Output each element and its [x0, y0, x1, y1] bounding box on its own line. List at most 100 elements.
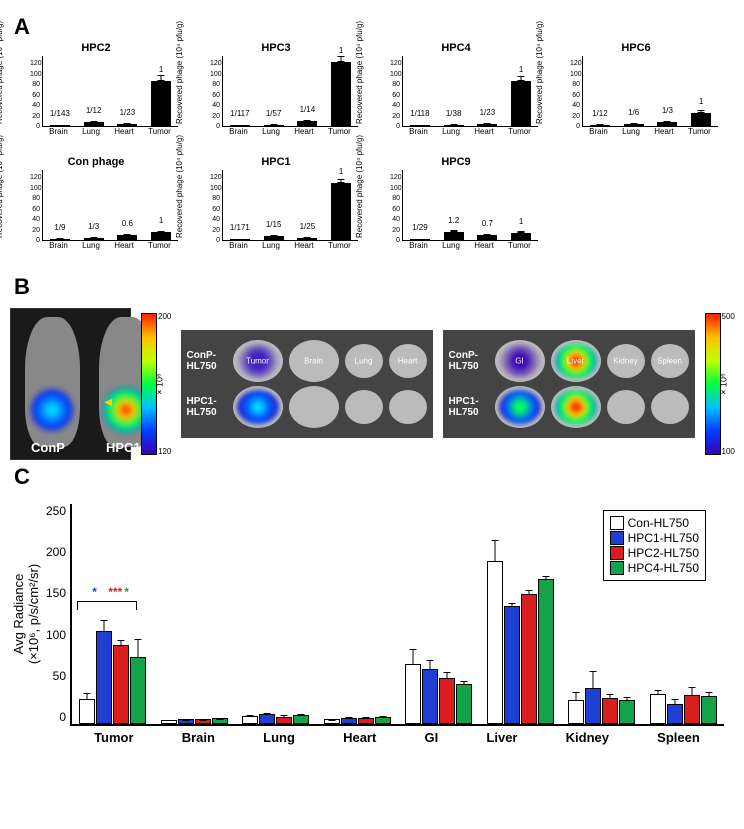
organ — [551, 386, 601, 428]
mini-bar: 1/38 — [444, 125, 464, 126]
mini-plot: Recovered phage (10⁴ pfu/g)1/1711/151/25… — [222, 170, 358, 241]
panel-a-label: A — [14, 14, 734, 40]
mini-chart-title: HPC1 — [190, 156, 362, 168]
bar — [96, 631, 112, 724]
mini-plot: Recovered phage (10⁴ pfu/g)1/1171/571/14… — [222, 56, 358, 127]
bar — [130, 657, 146, 724]
legend: Con-HL750HPC1-HL750HPC2-HL750HPC4-HL750 — [603, 510, 706, 581]
bar — [568, 700, 584, 724]
mini-plot: Recovered phage (10⁴ pfu/g)1/1181/381/23… — [402, 56, 538, 127]
organ: Heart — [389, 344, 427, 378]
mini-chart-title: HPC9 — [370, 156, 542, 168]
bar — [358, 718, 374, 724]
legend-label: HPC1-HL750 — [628, 531, 699, 545]
mini-chart-title: HPC2 — [10, 42, 182, 54]
organ-panel-right: ConP-HL750GILiverKidneySpleen HPC1-HL750 — [443, 330, 695, 438]
bar-group — [405, 664, 472, 724]
organ — [289, 386, 339, 428]
mini-bar: 0.6 — [117, 235, 137, 240]
mini-plot: Recovered phage (10⁴ pfu/g)1/121/61/31 — [582, 56, 718, 127]
bar — [487, 561, 503, 724]
mini-plot: Recovered phage (10⁴ pfu/g)1/1431/121/23… — [42, 56, 178, 127]
mini-bar: 1/3 — [657, 122, 677, 126]
organ — [651, 390, 689, 424]
panel-c-label: C — [14, 464, 734, 490]
organ-row: ConP-HL750TumorBrainLungHeart — [187, 340, 427, 382]
legend-row: HPC1-HL750 — [610, 531, 699, 545]
bar — [667, 704, 683, 724]
legend-label: Con-HL750 — [628, 516, 689, 530]
bar-group — [242, 714, 309, 724]
mini-chart: Con phage120100806040200Recovered phage … — [10, 156, 182, 264]
mini-bar: 1 — [331, 183, 351, 240]
colorbar-2-unit: × 10⁶ — [718, 373, 728, 394]
mini-bar: 1 — [151, 81, 171, 126]
bar — [538, 579, 554, 724]
x-label: Tumor — [94, 730, 133, 745]
bar — [341, 718, 357, 724]
legend-row: HPC4-HL750 — [610, 561, 699, 575]
organ — [345, 390, 383, 424]
big-chart: Avg Radiance (×10⁶, p/s/cm²/sr) 05010015… — [70, 504, 724, 726]
bar — [259, 714, 275, 724]
bar — [701, 696, 717, 724]
mini-bar: 1/9 — [50, 239, 70, 240]
organ-row: ConP-HL750GILiverKidneySpleen — [449, 340, 689, 382]
mini-bar: 1/29 — [410, 239, 430, 240]
bar — [602, 698, 618, 724]
mini-bar: 1/57 — [264, 125, 284, 126]
mini-bar: 1/12 — [590, 125, 610, 126]
x-label: Spleen — [657, 730, 700, 745]
organ — [389, 390, 427, 424]
panel-a: HPC2120100806040200Recovered phage (10⁴ … — [10, 42, 734, 270]
bar — [324, 719, 340, 724]
bar — [293, 715, 309, 724]
x-label: Heart — [343, 730, 376, 745]
organ-row: HPC1-HL750 — [449, 386, 689, 428]
organ-row: HPC1-HL750 — [187, 386, 427, 428]
mini-bar: 1/143 — [50, 125, 70, 126]
legend-swatch — [610, 516, 624, 530]
mini-bar: 1/15 — [264, 236, 284, 240]
mini-chart: HPC3120100806040200Recovered phage (10⁴ … — [190, 42, 362, 150]
bar — [161, 720, 177, 724]
bar — [375, 717, 391, 724]
chart-row-1: HPC2120100806040200Recovered phage (10⁴ … — [10, 42, 734, 150]
mini-bar: 1 — [691, 113, 711, 126]
mini-bar: 1/14 — [297, 121, 317, 126]
mini-chart-title: HPC6 — [550, 42, 722, 54]
bar-group — [324, 717, 391, 724]
organ-row-label: ConP-HL750 — [449, 350, 489, 372]
mini-bar: 1/171 — [230, 239, 250, 240]
bar — [684, 695, 700, 724]
bar — [212, 718, 228, 724]
mini-plot: Recovered phage (10⁴ pfu/g)1/291.20.71 — [402, 170, 538, 241]
organ-panel-left: ConP-HL750TumorBrainLungHeartHPC1-HL750 — [181, 330, 433, 438]
mini-chart: HPC2120100806040200Recovered phage (10⁴ … — [10, 42, 182, 150]
bar — [439, 678, 455, 724]
mini-bar: 1/12 — [84, 122, 104, 126]
bar-group: ***** — [79, 631, 146, 724]
x-label: Liver — [486, 730, 517, 745]
mini-chart-title: Con phage — [10, 156, 182, 168]
organ — [495, 386, 545, 428]
colorbar-1-unit: × 10⁶ — [155, 373, 165, 394]
x-label: GI — [425, 730, 439, 745]
significance-bracket — [77, 601, 137, 610]
mini-chart-title: HPC3 — [190, 42, 362, 54]
mini-bar: 1/118 — [410, 125, 430, 126]
bar-group — [487, 561, 554, 724]
organ-row-label: HPC1-HL750 — [449, 396, 489, 418]
organ: Spleen — [651, 344, 689, 378]
bar — [195, 719, 211, 724]
significance-star: *** — [108, 585, 122, 599]
mini-bar: 1.2 — [444, 232, 464, 240]
bar — [178, 719, 194, 724]
mini-chart: HPC1120100806040200Recovered phage (10⁴ … — [190, 156, 362, 264]
x-label: Kidney — [566, 730, 609, 745]
mini-bar: 1 — [511, 81, 531, 127]
organ — [607, 390, 645, 424]
bar — [405, 664, 421, 724]
bar-group — [568, 688, 635, 724]
legend-row: Con-HL750 — [610, 516, 699, 530]
